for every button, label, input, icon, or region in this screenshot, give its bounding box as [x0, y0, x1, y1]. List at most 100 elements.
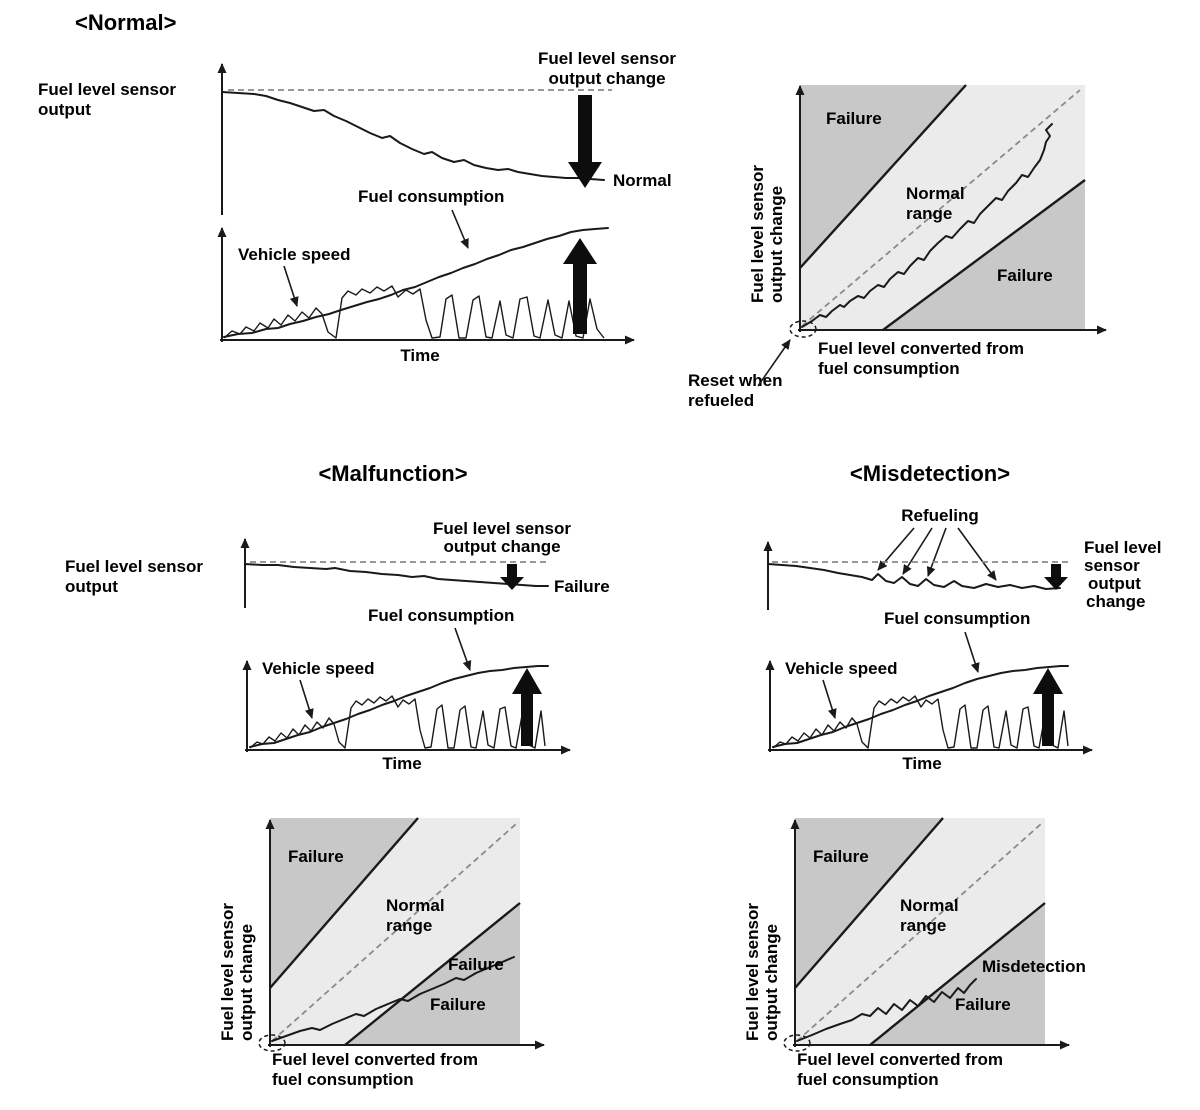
misdetection-title: <Misdetection>: [850, 461, 1010, 486]
time-axis-label: Time: [902, 754, 941, 773]
x-axis-label: fuel consumption: [797, 1070, 939, 1089]
normal-consumption-chart: Fuel consumption Vehicle speed Time: [217, 187, 635, 365]
failure-lower-label: Failure: [430, 995, 486, 1014]
vehicle-speed-label: Vehicle speed: [262, 659, 374, 678]
reset-when-refueled-label: Reset when: [688, 371, 782, 390]
vehicle-speed-curve: [223, 285, 605, 339]
y-axis-label: Fuel level sensor output change: [748, 165, 786, 303]
misdetection-consumption-chart: Fuel consumption Vehicle speed Time: [765, 609, 1093, 773]
vehicle-speed-curve: [772, 695, 1069, 749]
time-axis-label: Time: [400, 346, 439, 365]
failure-upper-label: Failure: [826, 109, 882, 128]
fuel-consumption-curve: [772, 665, 1069, 748]
output-change-label: sensor: [1084, 556, 1140, 575]
consumption-up-arrow: [1033, 668, 1063, 746]
sensor-output-curve: [767, 563, 1061, 590]
sensor-output-curve: [244, 563, 549, 587]
vehicle-speed-curve: [249, 695, 546, 749]
vehicle-speed-pointer-arrow: [299, 679, 314, 719]
y-axis-label: Fuel level sensor output change: [743, 903, 781, 1041]
sensor-trace: [271, 956, 515, 1042]
lower-failure-boundary: [344, 902, 521, 1046]
lower-failure-boundary: [869, 902, 1046, 1046]
fuel-consumption-pointer-arrow: [454, 627, 472, 671]
result-label: Normal: [613, 171, 672, 190]
svg-text:output change: output change: [762, 924, 781, 1041]
refueling-label: Refueling: [901, 506, 978, 525]
output-change-label: Fuel level sensor: [538, 49, 676, 68]
refueling-pointer-arrow: [902, 527, 933, 575]
failure-lower-label: Failure: [997, 266, 1053, 285]
refueling-pointer-arrow: [926, 527, 947, 577]
diagonal-reference-line: [796, 823, 1042, 1042]
x-axis-label: fuel consumption: [272, 1070, 414, 1089]
vehicle-speed-pointer-arrow: [283, 265, 299, 307]
refuel-reset-ellipse: [258, 1034, 286, 1052]
refueling-pointer-arrow: [957, 527, 997, 581]
output-change-down-arrow: [500, 564, 524, 590]
fuel-consumption-label: Fuel consumption: [884, 609, 1030, 628]
lower-failure-boundary: [882, 179, 1086, 331]
output-change-down-arrow: [1044, 564, 1068, 590]
misdetection-region-chart: Failure Normal range Misdetection Failur…: [743, 817, 1086, 1089]
output-change-label: output change: [443, 537, 560, 556]
malfunction-region-chart: Failure Normal range Failure Failure Fue…: [218, 817, 545, 1089]
fuel-consumption-pointer-arrow: [451, 209, 469, 249]
sensor-output-axis-label: output: [38, 100, 91, 119]
x-axis-label: fuel consumption: [818, 359, 960, 378]
output-change-label: output change: [548, 69, 665, 88]
refuel-reset-ellipse: [789, 320, 817, 338]
normal-range-label: range: [906, 204, 952, 223]
output-change-label: Fuel level: [1084, 538, 1161, 557]
x-axis-label: Fuel level converted from: [272, 1050, 478, 1069]
fuel-consumption-curve: [223, 227, 609, 338]
output-change-label: change: [1086, 592, 1146, 611]
consumption-up-arrow: [563, 238, 597, 334]
normal-range-label: Normal: [900, 896, 959, 915]
upper-failure-boundary: [269, 817, 419, 989]
malfunction-sensor-output-chart: Fuel level sensor output Fuel level sens…: [65, 519, 610, 608]
failure-trace-label: Failure: [448, 955, 504, 974]
vehicle-speed-pointer-arrow: [822, 679, 837, 719]
normal-range-label: range: [386, 916, 432, 935]
svg-text:output change: output change: [767, 186, 786, 303]
output-change-label: output: [1088, 574, 1141, 593]
x-axis-label: Fuel level converted from: [797, 1050, 1003, 1069]
normal-region-chart: Failure Normal range Failure Fuel level …: [688, 84, 1107, 410]
sensor-trace: [796, 978, 977, 1042]
normal-range-label: range: [900, 916, 946, 935]
y-axis-label: Fuel level sensor output change: [218, 903, 256, 1041]
output-change-down-arrow: [568, 95, 602, 188]
malfunction-title: <Malfunction>: [318, 461, 467, 486]
failure-lower-label: Failure: [955, 995, 1011, 1014]
upper-failure-boundary: [794, 817, 944, 989]
sensor-output-axis-label: Fuel level sensor: [38, 80, 176, 99]
refuel-reset-ellipse: [783, 1034, 811, 1052]
vehicle-speed-label: Vehicle speed: [238, 245, 350, 264]
reset-pointer-arrow: [757, 339, 791, 387]
sensor-output-axis-label: Fuel level sensor: [65, 557, 203, 576]
svg-text:Fuel level sensor: Fuel level sensor: [743, 903, 762, 1041]
normal-range-label: Normal: [906, 184, 965, 203]
svg-text:output change: output change: [237, 924, 256, 1041]
reset-when-refueled-label: refueled: [688, 391, 754, 410]
failure-upper-label: Failure: [288, 847, 344, 866]
fuel-consumption-label: Fuel consumption: [368, 606, 514, 625]
upper-failure-boundary: [799, 84, 967, 269]
sensor-output-axis-label: output: [65, 577, 118, 596]
result-label: Failure: [554, 577, 610, 596]
misdetection-sensor-output-chart: Refueling Fuel level sensor output chang…: [763, 506, 1161, 611]
vehicle-speed-label: Vehicle speed: [785, 659, 897, 678]
svg-text:Fuel level sensor: Fuel level sensor: [218, 903, 237, 1041]
time-axis-label: Time: [382, 754, 421, 773]
output-change-label: Fuel level sensor: [433, 519, 571, 538]
normal-title: <Normal>: [75, 10, 177, 35]
x-axis-label: Fuel level converted from: [818, 339, 1024, 358]
sensor-trace: [801, 123, 1053, 328]
consumption-up-arrow: [512, 668, 542, 746]
malfunction-consumption-chart: Fuel consumption Vehicle speed Time: [242, 606, 571, 773]
misdetection-label: Misdetection: [982, 957, 1086, 976]
malfunction-section: <Malfunction> Fuel level sensor output F…: [65, 461, 610, 1089]
